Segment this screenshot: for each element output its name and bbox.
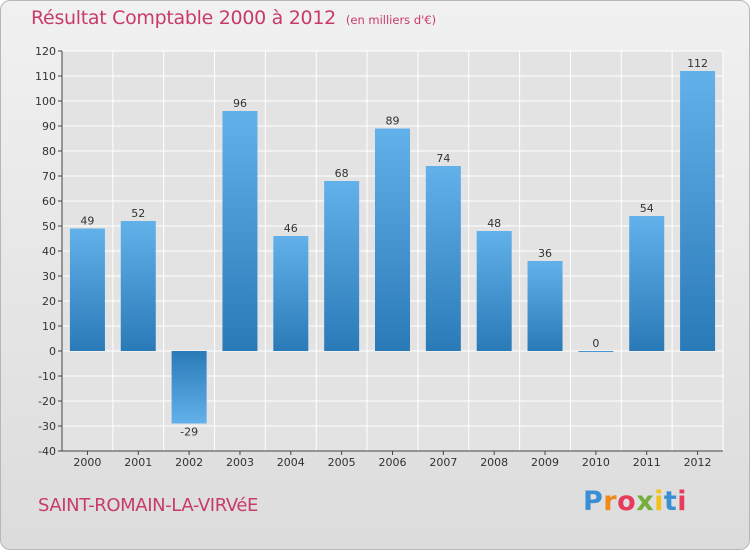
axes: -40 -30 -20 -10 0 10 20 30 40 50 60 70 80 90 100 110 120… <box>35 45 723 469</box>
bar-2004 <box>273 236 309 351</box>
x-tick-label-2000: 2000 <box>73 456 101 469</box>
x-tick-label-2003: 2003 <box>226 456 254 469</box>
y-tick-label: 50 <box>42 220 56 233</box>
logo-letter: P <box>583 486 604 517</box>
bar-2000 <box>69 228 105 351</box>
logo-letter: i <box>677 486 688 517</box>
value-label-2000: 49 <box>80 215 94 228</box>
chart-title-text: Résultat Comptable 2000 à 2012 <box>31 7 336 29</box>
x-tick-label-2002: 2002 <box>175 456 203 469</box>
commune-name: SAINT-ROMAIN-LA-VIRVéE <box>38 495 258 516</box>
bars <box>69 71 716 424</box>
x-tick-label-2009: 2009 <box>531 456 559 469</box>
logo-letter: r <box>603 486 618 517</box>
bar-2007 <box>425 166 461 351</box>
x-tick-label-2011: 2011 <box>633 456 661 469</box>
y-tick-label: 70 <box>42 170 56 183</box>
value-labels: 49 52 -29 96 46 68 89 74 48 36 0 54 112 <box>80 57 708 439</box>
chart-subtitle: (en milliers d'€) <box>345 13 437 27</box>
value-label-2003: 96 <box>233 97 247 110</box>
logo-letter: t <box>663 486 678 517</box>
value-label-2009: 36 <box>538 247 552 260</box>
bar-2011 <box>629 216 665 351</box>
value-label-2008: 48 <box>487 217 501 230</box>
y-tick-label: -40 <box>38 445 56 458</box>
bar-2008 <box>476 231 512 351</box>
y-tick-label: 120 <box>35 45 56 58</box>
value-label-2002: -29 <box>180 426 198 439</box>
bar-2005 <box>324 181 360 351</box>
value-label-2001: 52 <box>131 207 145 220</box>
bar-2006 <box>375 128 410 351</box>
x-tick-label-2010: 2010 <box>582 456 610 469</box>
x-tick-label-2001: 2001 <box>124 456 152 469</box>
y-tick-label: 110 <box>35 70 56 83</box>
y-tick-label: 60 <box>42 195 56 208</box>
value-label-2011: 54 <box>640 202 654 215</box>
y-tick-label: -10 <box>38 370 56 383</box>
logo-letter: x <box>636 486 655 517</box>
y-tick-label: -30 <box>38 420 56 433</box>
y-tick-label: 80 <box>42 145 56 158</box>
y-tick-label: 0 <box>49 345 56 358</box>
y-tick-label: 40 <box>42 245 56 258</box>
x-tick-label-2008: 2008 <box>480 456 508 469</box>
x-tick-label-2004: 2004 <box>277 456 305 469</box>
bar-2003 <box>222 111 258 351</box>
x-tick-label-2012: 2012 <box>684 456 712 469</box>
bar-2010 <box>578 351 614 352</box>
bar-2012 <box>680 71 716 351</box>
x-tick-label-2006: 2006 <box>379 456 407 469</box>
value-label-2012: 112 <box>687 57 708 70</box>
logo-letter: i <box>654 486 664 517</box>
bar-2002 <box>171 351 207 424</box>
logo-letter: o <box>617 486 637 517</box>
y-tick-label: 30 <box>42 270 56 283</box>
y-tick-label: -20 <box>38 395 56 408</box>
x-tick-label-2007: 2007 <box>429 456 457 469</box>
bar-2009 <box>527 261 563 351</box>
x-tick-label-2005: 2005 <box>328 456 356 469</box>
chart-title: Résultat Comptable 2000 à 2012 (en millie… <box>31 7 436 29</box>
value-label-2005: 68 <box>335 167 349 180</box>
bar-2001 <box>120 221 156 351</box>
y-tick-label: 100 <box>35 95 56 108</box>
proxiti-logo: Proxiti <box>583 486 687 517</box>
y-tick-label: 10 <box>42 320 56 333</box>
value-label-2007: 74 <box>436 152 450 165</box>
y-tick-label: 20 <box>42 295 56 308</box>
value-label-2004: 46 <box>284 222 298 235</box>
y-tick-label: 90 <box>42 120 56 133</box>
value-label-2010: 0 <box>592 337 599 350</box>
value-label-2006: 89 <box>386 115 400 128</box>
